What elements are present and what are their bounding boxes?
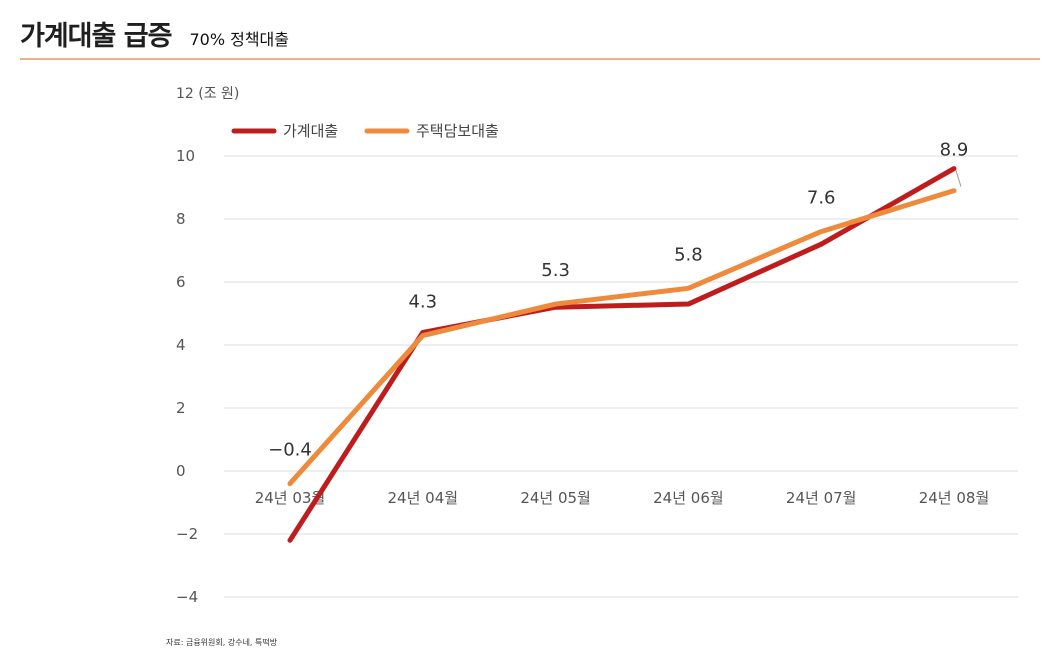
- y-axis-unit: 12 (조 원): [176, 86, 239, 102]
- y-tick-label: 6: [176, 273, 186, 291]
- header-divider: [20, 58, 1040, 60]
- x-tick-label: 24년 07월: [786, 489, 857, 507]
- mortgage-loan-line: [287, 188, 957, 487]
- x-tick-label: 24년 03월: [255, 489, 326, 507]
- label-leader-line: [955, 170, 962, 187]
- y-tick-label: 4: [176, 336, 186, 354]
- legend-label-mortgage: 주택담보대출: [416, 122, 499, 140]
- chart-header: 가계대출 급증 70% 정책대출: [20, 14, 289, 54]
- x-tick-label: 24년 05월: [520, 489, 591, 507]
- data-label: −0.4: [268, 440, 312, 461]
- data-label: 5.8: [674, 244, 703, 265]
- y-tick-label: 10: [176, 147, 195, 165]
- data-label: 7.6: [807, 188, 836, 209]
- y-tick-label: −2: [176, 525, 198, 543]
- source-note: 자료: 금융위원회, 강수네, 특떡방: [166, 638, 278, 647]
- x-tick-label: 24년 06월: [653, 489, 724, 507]
- data-label: 5.3: [541, 260, 570, 281]
- chart-title: 가계대출 급증: [20, 21, 172, 52]
- y-tick-label: −4: [176, 588, 198, 606]
- y-tick-label: 2: [176, 399, 186, 417]
- data-label: 8.9: [940, 140, 969, 161]
- household-loan-line: [287, 166, 957, 543]
- chart-subtitle: 70% 정책대출: [189, 30, 289, 49]
- y-tick-label: 0: [176, 462, 186, 480]
- data-label: 4.3: [408, 292, 437, 313]
- x-tick-label: 24년 04월: [388, 489, 459, 507]
- y-tick-label: 8: [176, 210, 186, 228]
- legend-label-household: 가계대출: [283, 122, 338, 140]
- x-tick-label: 24년 08월: [919, 489, 990, 507]
